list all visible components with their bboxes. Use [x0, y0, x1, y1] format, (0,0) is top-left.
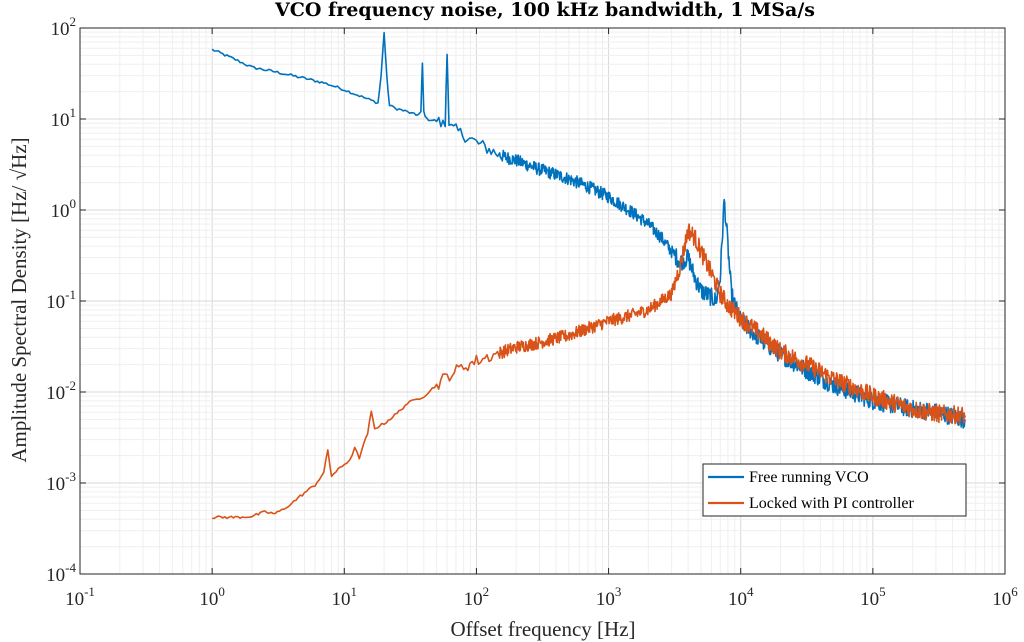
grid-layer [79, 28, 1005, 575]
y-tick-label: 10-3 [46, 469, 76, 495]
legend: Free running VCO Locked with PI controll… [702, 463, 967, 517]
y-tick-label: 102 [51, 14, 77, 40]
legend-box [702, 463, 967, 517]
legend-label-locked: Locked with PI controller [749, 495, 915, 512]
x-tick-label: 106 [992, 584, 1018, 610]
y-tick-label: 10-1 [46, 287, 76, 313]
x-tick-label: 101 [332, 584, 358, 610]
y-tick-label: 101 [51, 105, 77, 131]
y-tick-label: 10-2 [46, 378, 76, 404]
y-axis-label: Amplitude Spectral Density [Hz/ √Hz] [7, 137, 31, 462]
series-line-locked [212, 223, 966, 520]
series-layer [211, 31, 966, 520]
y-tick-label: 100 [51, 196, 77, 222]
x-tick-label: 10-1 [65, 584, 95, 610]
y-tick-label: 10-4 [46, 560, 76, 586]
legend-label-free-running: Free running VCO [749, 469, 869, 486]
x-tick-label: 103 [596, 584, 622, 610]
x-tick-label: 100 [199, 584, 225, 610]
axis-ticks [79, 27, 1006, 575]
chart-title: VCO frequency noise, 100 kHz bandwidth, … [274, 0, 815, 21]
x-tick-label: 104 [728, 584, 754, 610]
x-axis-label: Offset frequency [Hz] [450, 617, 635, 641]
y-axis-tick-labels: 10-4 10-3 10-2 10-1 100 101 102 [46, 14, 76, 586]
x-tick-label: 105 [860, 584, 886, 610]
x-axis-tick-labels: 10-1 100 101 102 103 104 105 106 [65, 584, 1018, 610]
x-tick-label: 102 [464, 584, 490, 610]
